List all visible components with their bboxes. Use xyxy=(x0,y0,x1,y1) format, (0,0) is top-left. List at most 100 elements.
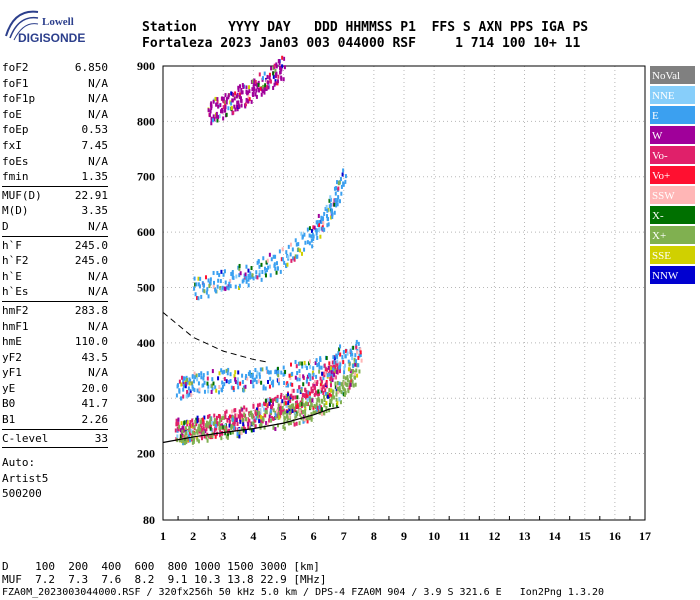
echo-point xyxy=(212,381,215,386)
echo-point xyxy=(225,368,228,373)
echo-point xyxy=(187,434,190,439)
echo-point xyxy=(220,388,223,393)
echo-point xyxy=(266,404,269,409)
echo-point xyxy=(224,431,227,436)
echo-point xyxy=(260,277,263,282)
echo-point xyxy=(282,77,285,82)
param-row: h`F2 245.0 xyxy=(2,253,108,269)
echo-point xyxy=(251,372,254,377)
echo-point xyxy=(304,406,307,411)
echo-point xyxy=(198,424,201,429)
echo-point xyxy=(212,114,215,119)
echo-point xyxy=(176,383,179,388)
legend-item: E xyxy=(650,106,695,126)
echo-point xyxy=(331,212,334,217)
echo-point xyxy=(339,362,342,367)
echo-point xyxy=(287,244,290,249)
echo-point xyxy=(329,383,332,388)
echo-point xyxy=(347,359,350,364)
echo-point xyxy=(265,366,268,371)
echo-point xyxy=(318,365,321,370)
x-tick-label: 17 xyxy=(639,529,651,543)
echo-point xyxy=(193,432,196,437)
echo-point xyxy=(280,370,283,375)
echo-point xyxy=(222,96,225,101)
echo-point xyxy=(240,431,243,436)
echo-point xyxy=(239,96,242,101)
parameter-panel: foF2 6.850 foF1 N/A foF1p N/A foE N/A foEp 0.53 fx… xyxy=(2,60,108,502)
echo-point xyxy=(332,355,335,360)
echo-point xyxy=(264,409,267,414)
echo-point xyxy=(290,362,293,367)
echo-point xyxy=(176,434,179,439)
echo-point xyxy=(209,426,212,431)
echo-point xyxy=(324,371,327,376)
echo-point xyxy=(317,213,320,218)
echo-point xyxy=(220,287,223,292)
echo-point xyxy=(250,410,253,415)
echo-point xyxy=(217,376,220,381)
echo-point xyxy=(207,278,210,283)
echo-point xyxy=(322,226,325,231)
echo-point xyxy=(322,384,325,389)
echo-point xyxy=(209,416,212,421)
echo-point xyxy=(276,266,279,271)
param-value: 7.45 xyxy=(81,138,109,152)
param-row: foE N/A xyxy=(2,107,108,123)
echo-point xyxy=(202,373,205,378)
echo-point xyxy=(300,402,303,407)
echo-point xyxy=(288,414,291,419)
echo-point xyxy=(248,371,251,376)
echo-point xyxy=(238,273,241,278)
echo-point xyxy=(215,388,218,393)
echo-point xyxy=(291,408,294,413)
echo-point xyxy=(309,373,312,378)
echo-point xyxy=(233,419,236,424)
echo-point xyxy=(202,426,205,431)
echo-point xyxy=(274,415,277,420)
echo-point xyxy=(269,409,272,414)
echo-point xyxy=(335,397,338,402)
echo-point xyxy=(289,382,292,387)
echo-point xyxy=(239,419,242,424)
echo-point xyxy=(259,86,262,91)
echo-point xyxy=(232,110,235,115)
echo-point xyxy=(312,237,315,242)
echo-point xyxy=(328,408,331,413)
echo-point xyxy=(221,416,224,421)
param-row: B0 41.7 xyxy=(2,396,108,412)
echo-point xyxy=(229,284,232,289)
echo-point xyxy=(316,398,319,403)
divider xyxy=(2,447,108,449)
echo-point xyxy=(342,380,345,385)
echo-point xyxy=(219,103,222,108)
echo-point xyxy=(333,186,336,191)
echo-point xyxy=(256,414,259,419)
echo-point xyxy=(181,429,184,434)
echo-point xyxy=(185,381,188,386)
echo-point xyxy=(349,348,352,353)
echo-point xyxy=(216,271,219,276)
echo-point xyxy=(337,351,340,356)
param-name: M(D) xyxy=(2,204,29,218)
param-value: N/A xyxy=(88,107,108,121)
echo-point xyxy=(251,273,254,278)
plot-frame xyxy=(162,65,646,521)
echo-point xyxy=(283,260,286,265)
echo-point xyxy=(206,414,209,419)
auto-label: Auto: xyxy=(2,456,36,470)
echo-point xyxy=(272,383,275,388)
echo-point xyxy=(251,79,254,84)
echo-point xyxy=(255,416,258,421)
echo-point xyxy=(342,182,345,187)
echo-point xyxy=(338,199,341,204)
echo-point xyxy=(264,270,267,275)
echo-point xyxy=(209,109,212,114)
param-value: N/A xyxy=(88,366,108,380)
echo-point xyxy=(258,374,261,379)
echo-point xyxy=(240,426,243,431)
echo-point xyxy=(237,85,240,90)
echo-point xyxy=(338,385,341,390)
echo-point xyxy=(201,427,204,432)
echo-point xyxy=(313,403,316,408)
